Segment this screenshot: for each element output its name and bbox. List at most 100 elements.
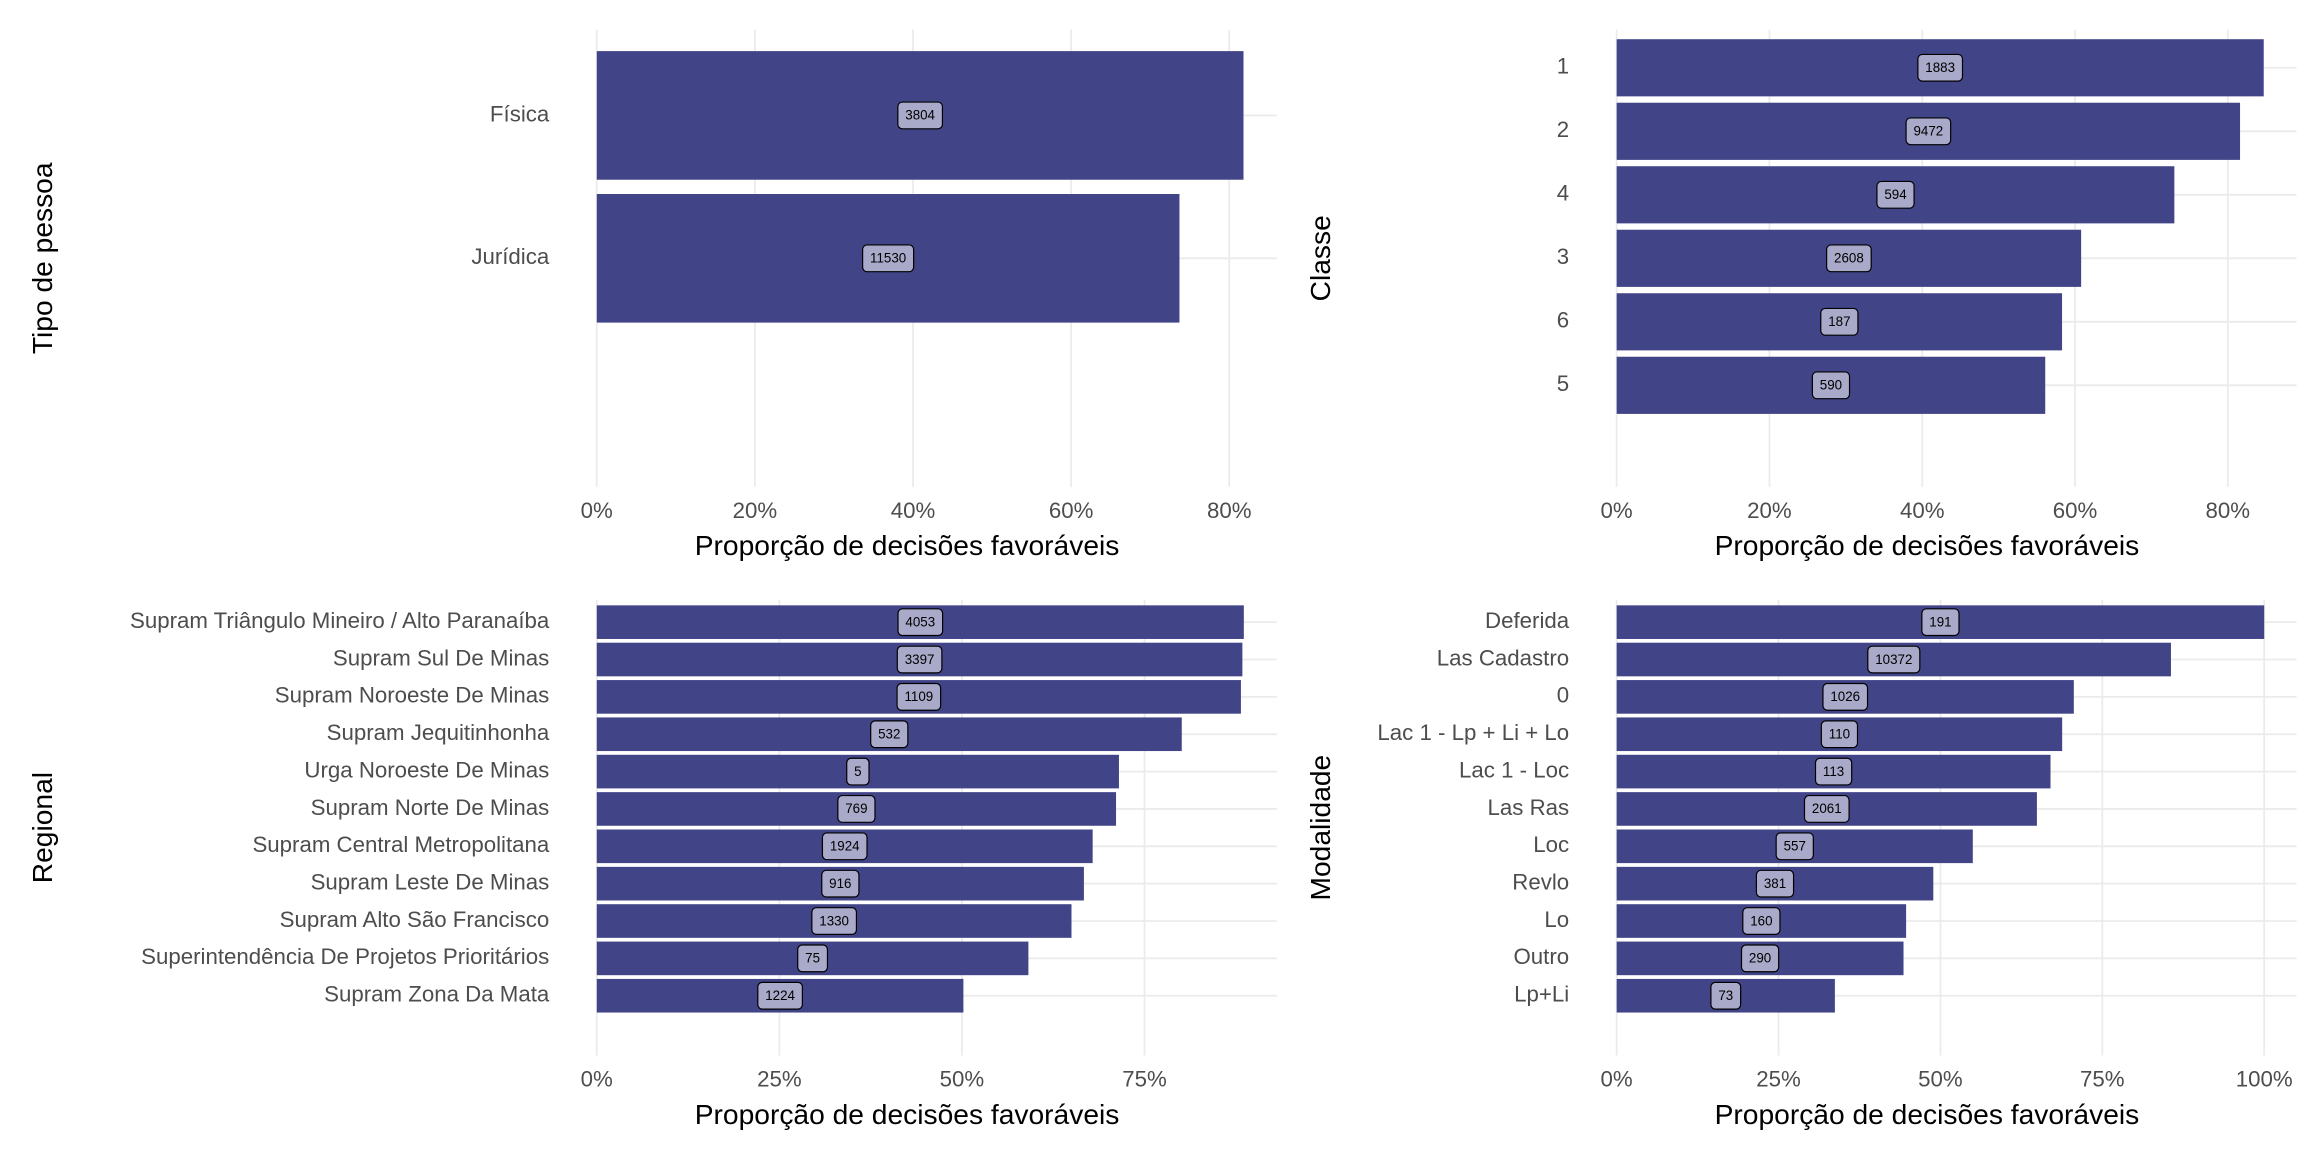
count-label: 191 xyxy=(1929,614,1951,629)
x-tick-label: 0% xyxy=(1601,1067,1633,1092)
count-label: 110 xyxy=(1829,727,1850,742)
y-tick-label: Lac 1 - Lp + Li + Lo xyxy=(1377,720,1569,745)
y-tick-label: Revlo xyxy=(1512,870,1569,895)
count-label-box xyxy=(1755,869,1795,898)
count-label: 532 xyxy=(878,727,900,742)
count-label: 557 xyxy=(1784,839,1806,854)
count-label: 5 xyxy=(854,764,861,779)
y-tick-label: Lo xyxy=(1544,907,1569,932)
count-label: 2608 xyxy=(1834,251,1864,266)
count-label: 113 xyxy=(1823,764,1844,779)
count-label: 160 xyxy=(1750,913,1772,928)
count-label-box xyxy=(846,757,870,786)
y-tick-label: Supram Norte De Minas xyxy=(311,795,550,820)
x-tick-label: 75% xyxy=(1122,1067,1167,1092)
x-tick-label: 80% xyxy=(2206,498,2251,523)
count-label: 187 xyxy=(1828,314,1850,329)
count-label-box xyxy=(1775,832,1814,861)
y-tick-label: Supram Alto São Francisco xyxy=(280,907,550,932)
x-tick-label: 75% xyxy=(2080,1067,2125,1092)
y-tick-label: Outro xyxy=(1513,944,1569,969)
count-label-box xyxy=(1742,907,1781,935)
x-tick-label: 60% xyxy=(1049,498,1094,523)
count-label: 594 xyxy=(1884,187,1907,202)
y-tick-label: Loc xyxy=(1533,832,1569,857)
count-label-box xyxy=(1822,682,1869,711)
count-label: 73 xyxy=(1718,988,1733,1003)
count-label-box xyxy=(821,832,868,861)
y-tick-label: Supram Leste De Minas xyxy=(311,870,550,895)
count-label: 1924 xyxy=(830,839,860,854)
count-label: 75 xyxy=(805,951,820,966)
y-tick-label: Supram Triângulo Mineiro / Alto Paranaíb… xyxy=(130,608,550,633)
count-label-box xyxy=(897,608,944,637)
count-label-box xyxy=(1820,720,1859,749)
x-axis-title: Proporção de decisões favoráveis xyxy=(1715,1098,2140,1130)
count-label-box xyxy=(897,101,944,130)
y-tick-label: 3 xyxy=(1557,244,1569,269)
count-label-box xyxy=(1710,981,1742,1010)
count-label: 3804 xyxy=(905,108,935,123)
x-tick-label: 80% xyxy=(1207,498,1252,523)
count-label: 1109 xyxy=(904,689,933,704)
count-label-box xyxy=(837,794,876,823)
x-tick-label: 25% xyxy=(1756,1067,1801,1092)
x-tick-label: 50% xyxy=(940,1067,985,1092)
count-label: 590 xyxy=(1820,378,1842,393)
y-tick-label: 0 xyxy=(1557,683,1569,708)
count-label: 2061 xyxy=(1812,801,1842,816)
y-tick-label: Lp+Li xyxy=(1514,982,1569,1007)
count-label-box xyxy=(1811,371,1851,400)
count-label-box xyxy=(757,981,803,1010)
count-label-box xyxy=(1820,307,1859,336)
y-tick-label: Jurídica xyxy=(471,244,550,269)
count-label-box xyxy=(1876,180,1915,209)
x-tick-label: 25% xyxy=(757,1067,802,1092)
y-tick-label: Supram Central Metropolitana xyxy=(252,832,549,857)
x-tick-label: 20% xyxy=(1747,498,1792,523)
y-axis-title: Modalidade xyxy=(1304,755,1336,901)
y-tick-label: Supram Sul De Minas xyxy=(333,645,549,670)
count-label-box xyxy=(811,907,858,935)
y-tick-label: Las Cadastro xyxy=(1437,645,1569,670)
y-axis-title: Tipo de pessoa xyxy=(26,162,58,354)
x-tick-label: 0% xyxy=(1601,498,1633,523)
y-tick-label: Urga Noroeste De Minas xyxy=(304,757,549,782)
count-label: 1026 xyxy=(1830,689,1860,704)
y-axis-title: Regional xyxy=(26,772,58,883)
x-tick-label: 0% xyxy=(581,1067,613,1092)
count-label: 4053 xyxy=(905,614,935,629)
y-tick-label: Las Ras xyxy=(1488,795,1570,820)
count-label: 381 xyxy=(1764,876,1786,891)
count-label-box xyxy=(896,645,943,674)
y-tick-label: 2 xyxy=(1557,117,1569,142)
x-tick-label: 100% xyxy=(2236,1067,2293,1092)
count-label: 1883 xyxy=(1925,60,1955,75)
count-label: 9472 xyxy=(1913,124,1943,139)
y-tick-label: Supram Noroeste De Minas xyxy=(275,683,550,708)
count-label-box xyxy=(1917,53,1964,82)
count-label-box xyxy=(1826,244,1872,273)
x-tick-label: 40% xyxy=(891,498,936,523)
count-label-box xyxy=(1814,757,1853,786)
y-tick-label: Deferida xyxy=(1485,608,1570,633)
count-label-box xyxy=(1921,608,1960,637)
x-tick-label: 60% xyxy=(2053,498,2098,523)
y-tick-label: 4 xyxy=(1557,181,1569,206)
count-label: 1224 xyxy=(765,988,795,1003)
x-axis-title: Proporção de decisões favoráveis xyxy=(695,1098,1120,1130)
y-tick-label: 1 xyxy=(1557,54,1569,79)
y-tick-label: 5 xyxy=(1557,371,1569,396)
x-tick-label: 0% xyxy=(581,498,613,523)
y-tick-label: Supram Zona Da Mata xyxy=(324,982,550,1007)
count-label: 769 xyxy=(845,801,867,816)
x-tick-label: 50% xyxy=(1918,1067,1963,1092)
y-tick-label: Superintendência De Projetos Prioritário… xyxy=(141,944,549,969)
count-label: 11530 xyxy=(870,251,906,266)
count-label: 3397 xyxy=(905,652,935,667)
x-tick-label: 40% xyxy=(1900,498,1945,523)
count-label-box xyxy=(821,869,860,898)
count-label: 916 xyxy=(829,876,851,891)
x-tick-label: 20% xyxy=(733,498,778,523)
